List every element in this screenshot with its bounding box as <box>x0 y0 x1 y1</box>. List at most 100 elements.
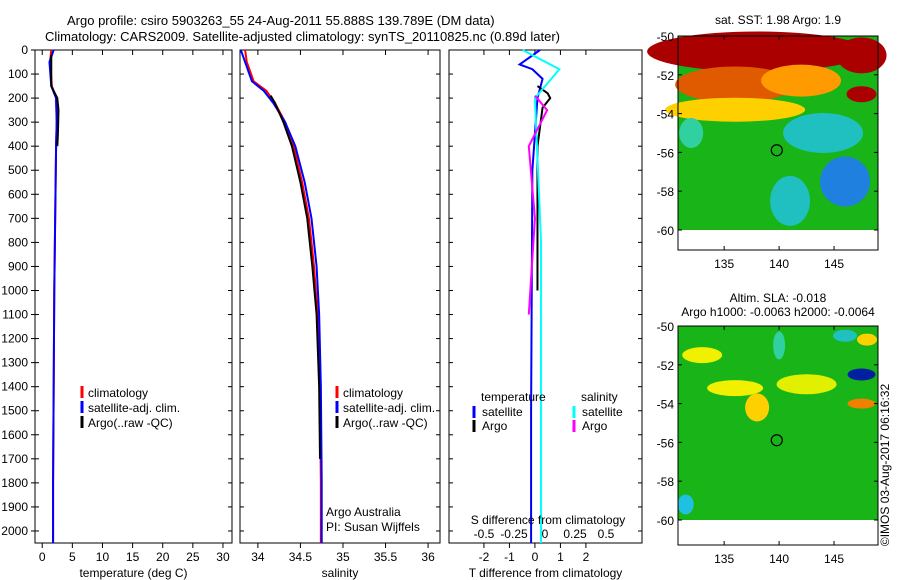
y-tick-label: -50 <box>657 30 675 44</box>
x-tick-label: 140 <box>769 257 789 271</box>
y-tick-label: -60 <box>657 514 675 528</box>
x-tick-label: -1 <box>504 550 515 564</box>
sla-map-field-patch <box>682 347 723 364</box>
y-tick-label: 400 <box>8 139 28 153</box>
x-tick-label: 34.5 <box>289 550 313 564</box>
y-tick-label: 700 <box>8 211 28 225</box>
sla-map-field-patch <box>776 374 837 395</box>
y-tick-label: -52 <box>657 359 675 373</box>
x2-tick-label: 0 <box>542 527 549 541</box>
sla-map-field-patch <box>857 333 878 346</box>
legend-label: climatology <box>88 386 148 400</box>
y-tick-label: 800 <box>8 235 28 249</box>
y-tick-label: 1100 <box>2 308 28 322</box>
sla-map-field-patch <box>707 380 764 397</box>
y-tick-label: -52 <box>657 69 675 83</box>
x-tick-label: 25 <box>186 550 200 564</box>
legend-label: Argo(..raw -QC) <box>88 416 173 430</box>
x-tick-label: 35.5 <box>374 550 398 564</box>
legend-label: Argo <box>582 419 608 433</box>
y-tick-label: 500 <box>8 163 28 177</box>
y-tick-label: 1000 <box>1 283 28 297</box>
y-tick-label: 300 <box>8 115 28 129</box>
y-tick-label: 2000 <box>1 524 28 538</box>
sla-map-field-patch <box>745 393 770 422</box>
series-line-argo-raw-qc- <box>50 54 60 147</box>
y-tick-label: 1300 <box>1 356 28 370</box>
sla-map-field-patch <box>847 368 876 381</box>
x-tick-label: 145 <box>824 552 844 566</box>
legend-label: climatology <box>343 386 403 400</box>
sla-map-subtitle: Argo h1000: -0.0063 h2000: -0.0064 <box>681 305 875 319</box>
x-tick-label: 5 <box>69 550 76 564</box>
x-tick-label: 145 <box>824 257 844 271</box>
sla-map-field-patch <box>833 329 858 342</box>
difference-profile-frame <box>448 49 643 544</box>
x-tick-label: 35 <box>336 550 350 564</box>
sla-map-field-patch <box>677 494 694 515</box>
legend-title-salinity: salinity <box>581 390 618 404</box>
title-line-2: Climatology: CARS2009. Satellite-adjuste… <box>45 29 560 44</box>
legend-label: Argo(..raw -QC) <box>343 416 428 430</box>
y-tick-label: -58 <box>657 475 675 489</box>
legend-label: satellite-adj. clim. <box>88 401 180 415</box>
y-tick-label: 1500 <box>1 404 28 418</box>
x-tick-label: 2 <box>583 550 590 564</box>
y-tick-label: 1600 <box>1 428 28 442</box>
sla-map-frame <box>677 325 879 546</box>
x-tick-label: 10 <box>96 550 110 564</box>
y-tick-label: -60 <box>657 224 675 238</box>
y-tick-label: 1400 <box>1 380 28 394</box>
x-tick-label: 30 <box>216 550 230 564</box>
x2-tick-label: 0.25 <box>563 527 587 541</box>
sst-map-title: sat. SST: 1.98 Argo: 1.9 <box>715 13 841 27</box>
y-tick-label: 100 <box>8 67 28 81</box>
sla-map-field-patch <box>773 331 786 360</box>
legend-label: satellite <box>482 405 523 419</box>
x2-tick-label: 0.5 <box>598 527 615 541</box>
x-tick-label: 20 <box>156 550 170 564</box>
x-tick-label: 140 <box>769 552 789 566</box>
sst-map-field-patch <box>783 113 864 153</box>
sla-map-title: Altim. SLA: -0.018 <box>730 291 827 305</box>
legend-label: satellite <box>582 405 623 419</box>
x-tick-label: 135 <box>714 257 734 271</box>
x-tick-label: 15 <box>126 550 140 564</box>
y-tick-label: -58 <box>657 185 675 199</box>
sla-map-field-patch <box>847 398 876 409</box>
sst-map-field-patch <box>836 37 887 74</box>
x-tick-label: -2 <box>479 550 490 564</box>
y-tick-label: 0 <box>21 43 28 57</box>
y-tick-label: -54 <box>657 108 675 122</box>
series-line-argo-raw-qc- <box>269 95 321 459</box>
x2-axis-label: S difference from climatology <box>471 513 626 527</box>
x-axis-label: T difference from climatology <box>469 566 623 580</box>
y-tick-label: -54 <box>657 398 675 412</box>
sst-map-field-patch <box>761 64 842 97</box>
y-tick-label: -50 <box>657 320 675 334</box>
x2-tick-label: -0.5 <box>474 527 495 541</box>
series-line-s-argo <box>527 95 549 315</box>
title-line-1: Argo profile: csiro 5903263_55 24-Aug-20… <box>67 13 495 28</box>
x-tick-label: 0 <box>39 550 46 564</box>
salinity-profile-frame <box>239 49 441 544</box>
sst-map-field-patch <box>846 86 877 103</box>
argo-location-marker <box>770 144 783 157</box>
y-tick-label: 900 <box>8 259 28 273</box>
argo-location-marker <box>770 434 783 447</box>
legend-label: satellite-adj. clim. <box>343 401 435 415</box>
x-tick-label: 36 <box>421 550 435 564</box>
series-line-satellite-adj-clim- <box>239 49 323 543</box>
sst-map-field-patch <box>770 175 811 226</box>
sst-map-field-patch <box>647 31 868 72</box>
y-tick-label: 1200 <box>1 332 28 346</box>
y-tick-label: 1700 <box>1 452 28 466</box>
sst-map-field-patch <box>679 118 704 148</box>
x-tick-label: 1 <box>557 550 564 564</box>
y-tick-label: 1900 <box>1 500 28 514</box>
sst-map-frame <box>677 35 879 251</box>
temperature-profile-frame <box>34 49 233 544</box>
series-line-satellite-adj-clim- <box>48 49 58 543</box>
